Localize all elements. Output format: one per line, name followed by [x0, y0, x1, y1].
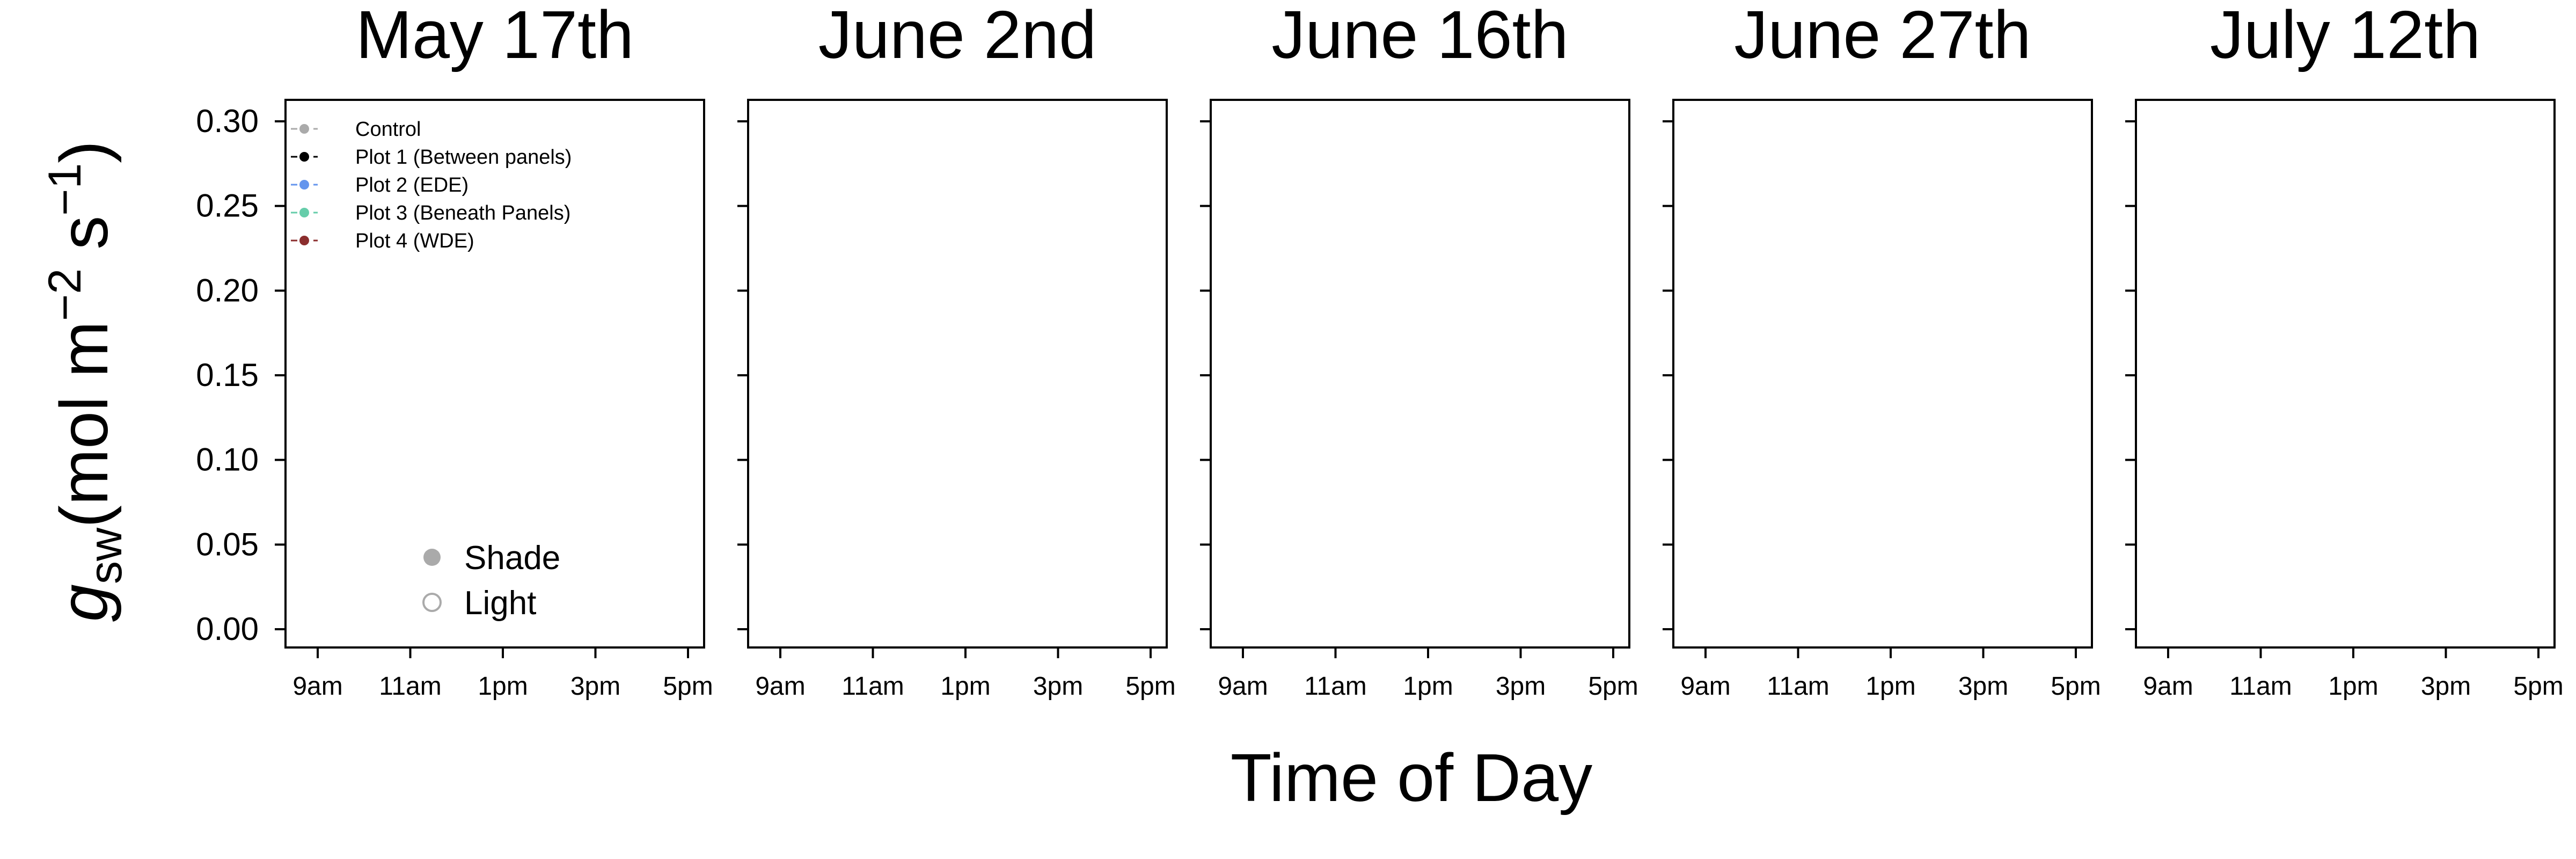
y-axis-exponent-1: −2	[39, 268, 91, 321]
y-axis-title: gsw(mol m−2 s−1)	[39, 141, 131, 622]
x-tick-label: 9am	[755, 672, 805, 701]
legend-label: Plot 3 (Beneath Panels)	[355, 202, 570, 224]
x-tick-label: 1pm	[1865, 672, 1915, 701]
y-axis-unit-close: )	[46, 141, 122, 163]
plot-frame	[747, 99, 1168, 649]
panel-title: June 27th	[1734, 0, 2031, 72]
legend-item: Plot 1 (Between panels)	[291, 146, 572, 169]
x-tick-label: 1pm	[1403, 672, 1453, 701]
x-tick-label: 5pm	[663, 672, 713, 701]
x-tick-label: 3pm	[570, 672, 620, 701]
marker-legend-item: Shade	[423, 540, 560, 577]
y-tick-label: 0.05	[196, 526, 259, 562]
x-tick-label: 3pm	[1958, 672, 2008, 701]
x-tick-label: 9am	[1218, 672, 1268, 701]
shade-marker	[423, 549, 441, 566]
x-tick-label: 11am	[379, 672, 442, 701]
plot-frame	[284, 99, 705, 649]
marker-legend: Shade Light	[422, 540, 560, 622]
x-tick-label: 3pm	[2421, 672, 2471, 701]
x-axis-title: Time of Day	[1231, 740, 1592, 816]
y-axis-unit-mid: s	[46, 216, 122, 268]
y-axis-exponent-2: −1	[39, 163, 91, 216]
x-tick-label: 3pm	[1033, 672, 1083, 701]
legend-marker	[299, 208, 309, 217]
legend-label: Plot 2 (EDE)	[355, 174, 469, 196]
legend-label: Control	[355, 118, 421, 141]
x-tick-label: 9am	[1680, 672, 1730, 701]
y-axis-unit-open: (mol m	[46, 321, 122, 528]
panel-title: June 2nd	[818, 0, 1096, 72]
legend-item: Plot 4 (WDE)	[291, 230, 474, 252]
panel-title: May 17th	[356, 0, 634, 72]
y-tick-label: 0.25	[196, 188, 259, 224]
marker-legend-item: Light	[422, 585, 536, 622]
x-tick-label: 5pm	[2513, 672, 2563, 701]
light-marker	[422, 593, 442, 612]
x-tick-label: 9am	[2143, 672, 2193, 701]
panels: May 17th 0.00 0.05 0.10 0.15 0.20 0.25 0.30 9am 1…	[196, 0, 2563, 701]
legend-item: Plot 2 (EDE)	[291, 174, 469, 196]
plot-frame	[1672, 99, 2093, 649]
panel-title: July 12th	[2210, 0, 2480, 72]
x-tick-label: 5pm	[1125, 672, 1175, 701]
x-tick-label: 1pm	[940, 672, 990, 701]
x-tick-label: 9am	[292, 672, 342, 701]
panel-title: June 16th	[1271, 0, 1568, 72]
y-tick-label: 0.10	[196, 442, 259, 478]
marker-legend-label: Shade	[464, 540, 560, 577]
y-tick-label: 0.15	[196, 357, 259, 393]
panel-1: May 17th 0.00 0.05 0.10 0.15 0.20 0.25 0.30 9am 1…	[196, 0, 713, 701]
series-legend: Control Plot 1 (Between panels) Plot 2 (ED…	[291, 118, 572, 252]
y-tick-label: 0.00	[196, 611, 259, 647]
y-tick-label: 0.20	[196, 272, 259, 308]
panel-2: June 2nd 9am 11am 1pm 3pm 5pm	[737, 0, 1176, 701]
legend-marker	[299, 152, 309, 162]
x-tick-label: 11am	[1767, 672, 1829, 701]
panel-4: June 27th 9am 11am 1pm 3pm 5pm	[1663, 0, 2101, 701]
x-tick-label: 11am	[841, 672, 904, 701]
marker-legend-label: Light	[464, 585, 536, 622]
plot-frame	[1210, 99, 1630, 649]
x-tick-label: 11am	[2229, 672, 2292, 701]
y-tick-label: 0.30	[196, 103, 259, 139]
legend-marker	[299, 236, 309, 245]
x-tick-label: 3pm	[1496, 672, 1546, 701]
legend-item: Control	[291, 118, 421, 141]
panel-3: June 16th 9am 11am 1pm 3pm 5pm	[1200, 0, 1638, 701]
panel-5: July 12th 9am 11am 1pm 3pm 5pm	[2125, 0, 2564, 701]
y-axis-subscript: sw	[80, 527, 131, 584]
legend-label: Plot 4 (WDE)	[355, 230, 474, 252]
plot-frame	[2135, 99, 2556, 649]
legend-marker	[299, 180, 309, 190]
legend-label: Plot 1 (Between panels)	[355, 146, 572, 169]
x-tick-label: 1pm	[2328, 672, 2378, 701]
y-axis-symbol: g	[46, 584, 122, 622]
x-tick-label: 5pm	[2051, 672, 2101, 701]
x-tick-label: 1pm	[478, 672, 528, 701]
legend-marker	[299, 124, 309, 134]
x-tick-label: 5pm	[1588, 672, 1638, 701]
legend-item: Plot 3 (Beneath Panels)	[291, 202, 570, 224]
x-tick-label: 11am	[1304, 672, 1367, 701]
